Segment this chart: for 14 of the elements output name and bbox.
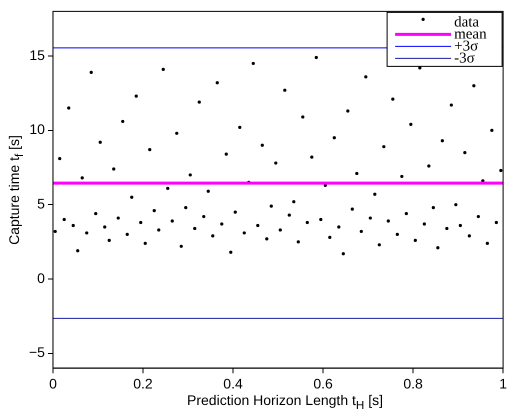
y-tick-label: 10 — [29, 121, 46, 138]
y-tick-label: 15 — [29, 46, 46, 63]
y-tick-label: −5 — [28, 344, 46, 360]
x-tick-label: 1 — [499, 375, 508, 392]
x-tick-label: 0 — [49, 375, 58, 392]
legend-label: -3σ — [454, 50, 475, 66]
y-tick-label: 5 — [37, 196, 46, 212]
x-tick-label: 0.8 — [403, 375, 424, 392]
y-tick-label: 0 — [37, 270, 46, 286]
legend-label: data — [454, 14, 480, 30]
x-tick-label: 0.6 — [313, 375, 333, 392]
x-tick-label: 0.4 — [223, 375, 243, 392]
x-tick-label: 0.2 — [133, 375, 153, 392]
x-axis-title: Prediction Horizon Length t$_{H}$ [s] — [186, 392, 384, 412]
